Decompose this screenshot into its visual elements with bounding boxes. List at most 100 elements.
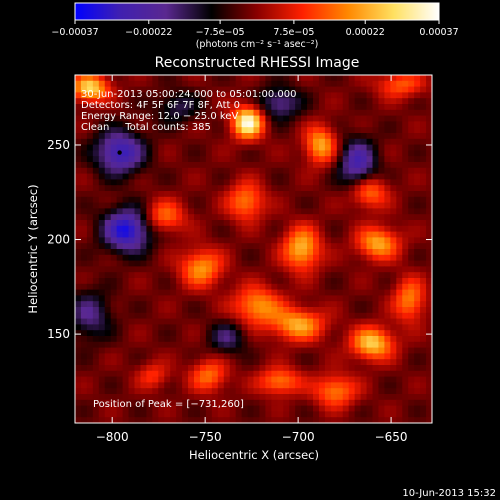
heatmap-cell xyxy=(217,133,225,140)
heatmap-cell xyxy=(253,144,261,151)
heatmap-cell xyxy=(354,417,362,423)
heatmap-cell xyxy=(241,75,249,82)
heatmap-cell xyxy=(426,254,432,262)
heatmap-cell xyxy=(390,138,397,146)
heatmap-cell xyxy=(313,185,320,192)
heatmap-cell xyxy=(152,121,159,128)
heatmap-cell xyxy=(313,289,320,296)
heatmap-cell xyxy=(122,347,130,354)
heatmap-cell xyxy=(128,104,136,111)
heatmap-cell xyxy=(146,115,153,122)
heatmap-cell xyxy=(408,179,415,186)
heatmap-cell xyxy=(152,220,159,227)
heatmap-cell xyxy=(152,405,159,412)
heatmap-cell xyxy=(330,208,338,215)
heatmap-cell xyxy=(194,225,201,233)
heatmap-cell xyxy=(223,231,231,238)
heatmap-cell xyxy=(229,347,237,354)
heatmap-cell xyxy=(116,138,124,146)
heatmap-cell xyxy=(176,278,183,285)
heatmap-cell xyxy=(247,295,255,302)
heatmap-cell xyxy=(378,225,385,233)
heatmap-cell xyxy=(318,121,326,128)
heatmap-cell xyxy=(408,405,415,412)
heatmap-cell xyxy=(152,249,159,256)
heatmap-cell xyxy=(217,272,225,279)
heatmap-cell xyxy=(146,220,153,227)
heatmap-cell xyxy=(420,191,427,198)
heatmap-cell xyxy=(146,365,153,372)
heatmap-cell xyxy=(223,173,231,180)
heatmap-cell xyxy=(158,243,165,250)
heatmap-cell xyxy=(146,370,153,378)
heatmap-cell xyxy=(223,336,231,343)
heatmap-cell xyxy=(324,376,332,383)
heatmap-cell xyxy=(307,266,314,273)
heatmap-cell xyxy=(277,411,284,418)
colorbar: −0.00037 −0.00022 −7.5e−05 7.5e−05 0.00022 0.… xyxy=(51,2,459,50)
heatmap-cell xyxy=(92,179,100,186)
heatmap-cell xyxy=(128,237,136,244)
heatmap-cell xyxy=(366,272,374,279)
heatmap-cell xyxy=(283,394,290,401)
heatmap-cell xyxy=(348,289,356,296)
heatmap-cell xyxy=(313,196,320,204)
heatmap-cell xyxy=(283,156,290,163)
heatmap-cell xyxy=(122,254,130,262)
heatmap-cell xyxy=(336,167,344,175)
heatmap-cell xyxy=(92,272,100,279)
heatmap-cell xyxy=(92,365,100,372)
heatmap-cell xyxy=(366,370,374,378)
heatmap-cell xyxy=(122,289,130,296)
heatmap-cell xyxy=(140,109,147,117)
heatmap-cell xyxy=(182,162,189,169)
heatmap-cell xyxy=(408,231,415,238)
heatmap-cell xyxy=(313,104,320,111)
heatmap-cell xyxy=(253,399,261,407)
heatmap-cell xyxy=(402,289,409,296)
heatmap-cell xyxy=(164,405,171,412)
heatmap-cell xyxy=(122,405,130,412)
heatmap-cell xyxy=(80,75,88,82)
heatmap-cell xyxy=(265,365,272,372)
heatmap-cell xyxy=(408,144,415,151)
heatmap-cell xyxy=(414,411,421,418)
heatmap-cell xyxy=(420,411,427,418)
heatmap-cell xyxy=(122,214,130,221)
heatmap-cell xyxy=(420,185,427,192)
heatmap-cell xyxy=(217,417,225,423)
heatmap-cell xyxy=(283,191,290,198)
heatmap-cell xyxy=(259,307,266,314)
heatmap-cell xyxy=(104,133,112,140)
heatmap-cell xyxy=(134,341,142,349)
heatmap-cell xyxy=(360,150,368,157)
heatmap-cell xyxy=(360,353,368,360)
heatmap-cell xyxy=(182,318,189,325)
heatmap-cell xyxy=(170,278,177,285)
heatmap-cell xyxy=(223,138,231,146)
heatmap-cell xyxy=(295,301,302,308)
heatmap-cell xyxy=(205,417,213,423)
heatmap-cell xyxy=(116,92,124,99)
heatmap-cell xyxy=(283,202,290,209)
heatmap-cell xyxy=(277,417,284,423)
heatmap-cell xyxy=(170,365,177,372)
heatmap-cell xyxy=(360,138,368,146)
heatmap-cell xyxy=(408,399,415,407)
heatmap-cell xyxy=(390,208,397,215)
heatmap-cell xyxy=(146,260,153,267)
heatmap-cell xyxy=(152,336,159,343)
heatmap-cell xyxy=(128,353,136,360)
heatmap-cell xyxy=(110,237,118,244)
heatmap-cell xyxy=(80,144,88,151)
heatmap-cell xyxy=(188,202,195,209)
heatmap-cell xyxy=(199,162,207,169)
heatmap-cell xyxy=(152,156,159,163)
heatmap-cell xyxy=(289,214,296,221)
heatmap-cell xyxy=(307,382,314,389)
heatmap-cell xyxy=(378,208,385,215)
heatmap-cell xyxy=(253,80,261,88)
heatmap-cell xyxy=(158,266,165,273)
heatmap-cell xyxy=(408,272,415,279)
heatmap-cell xyxy=(313,353,320,360)
